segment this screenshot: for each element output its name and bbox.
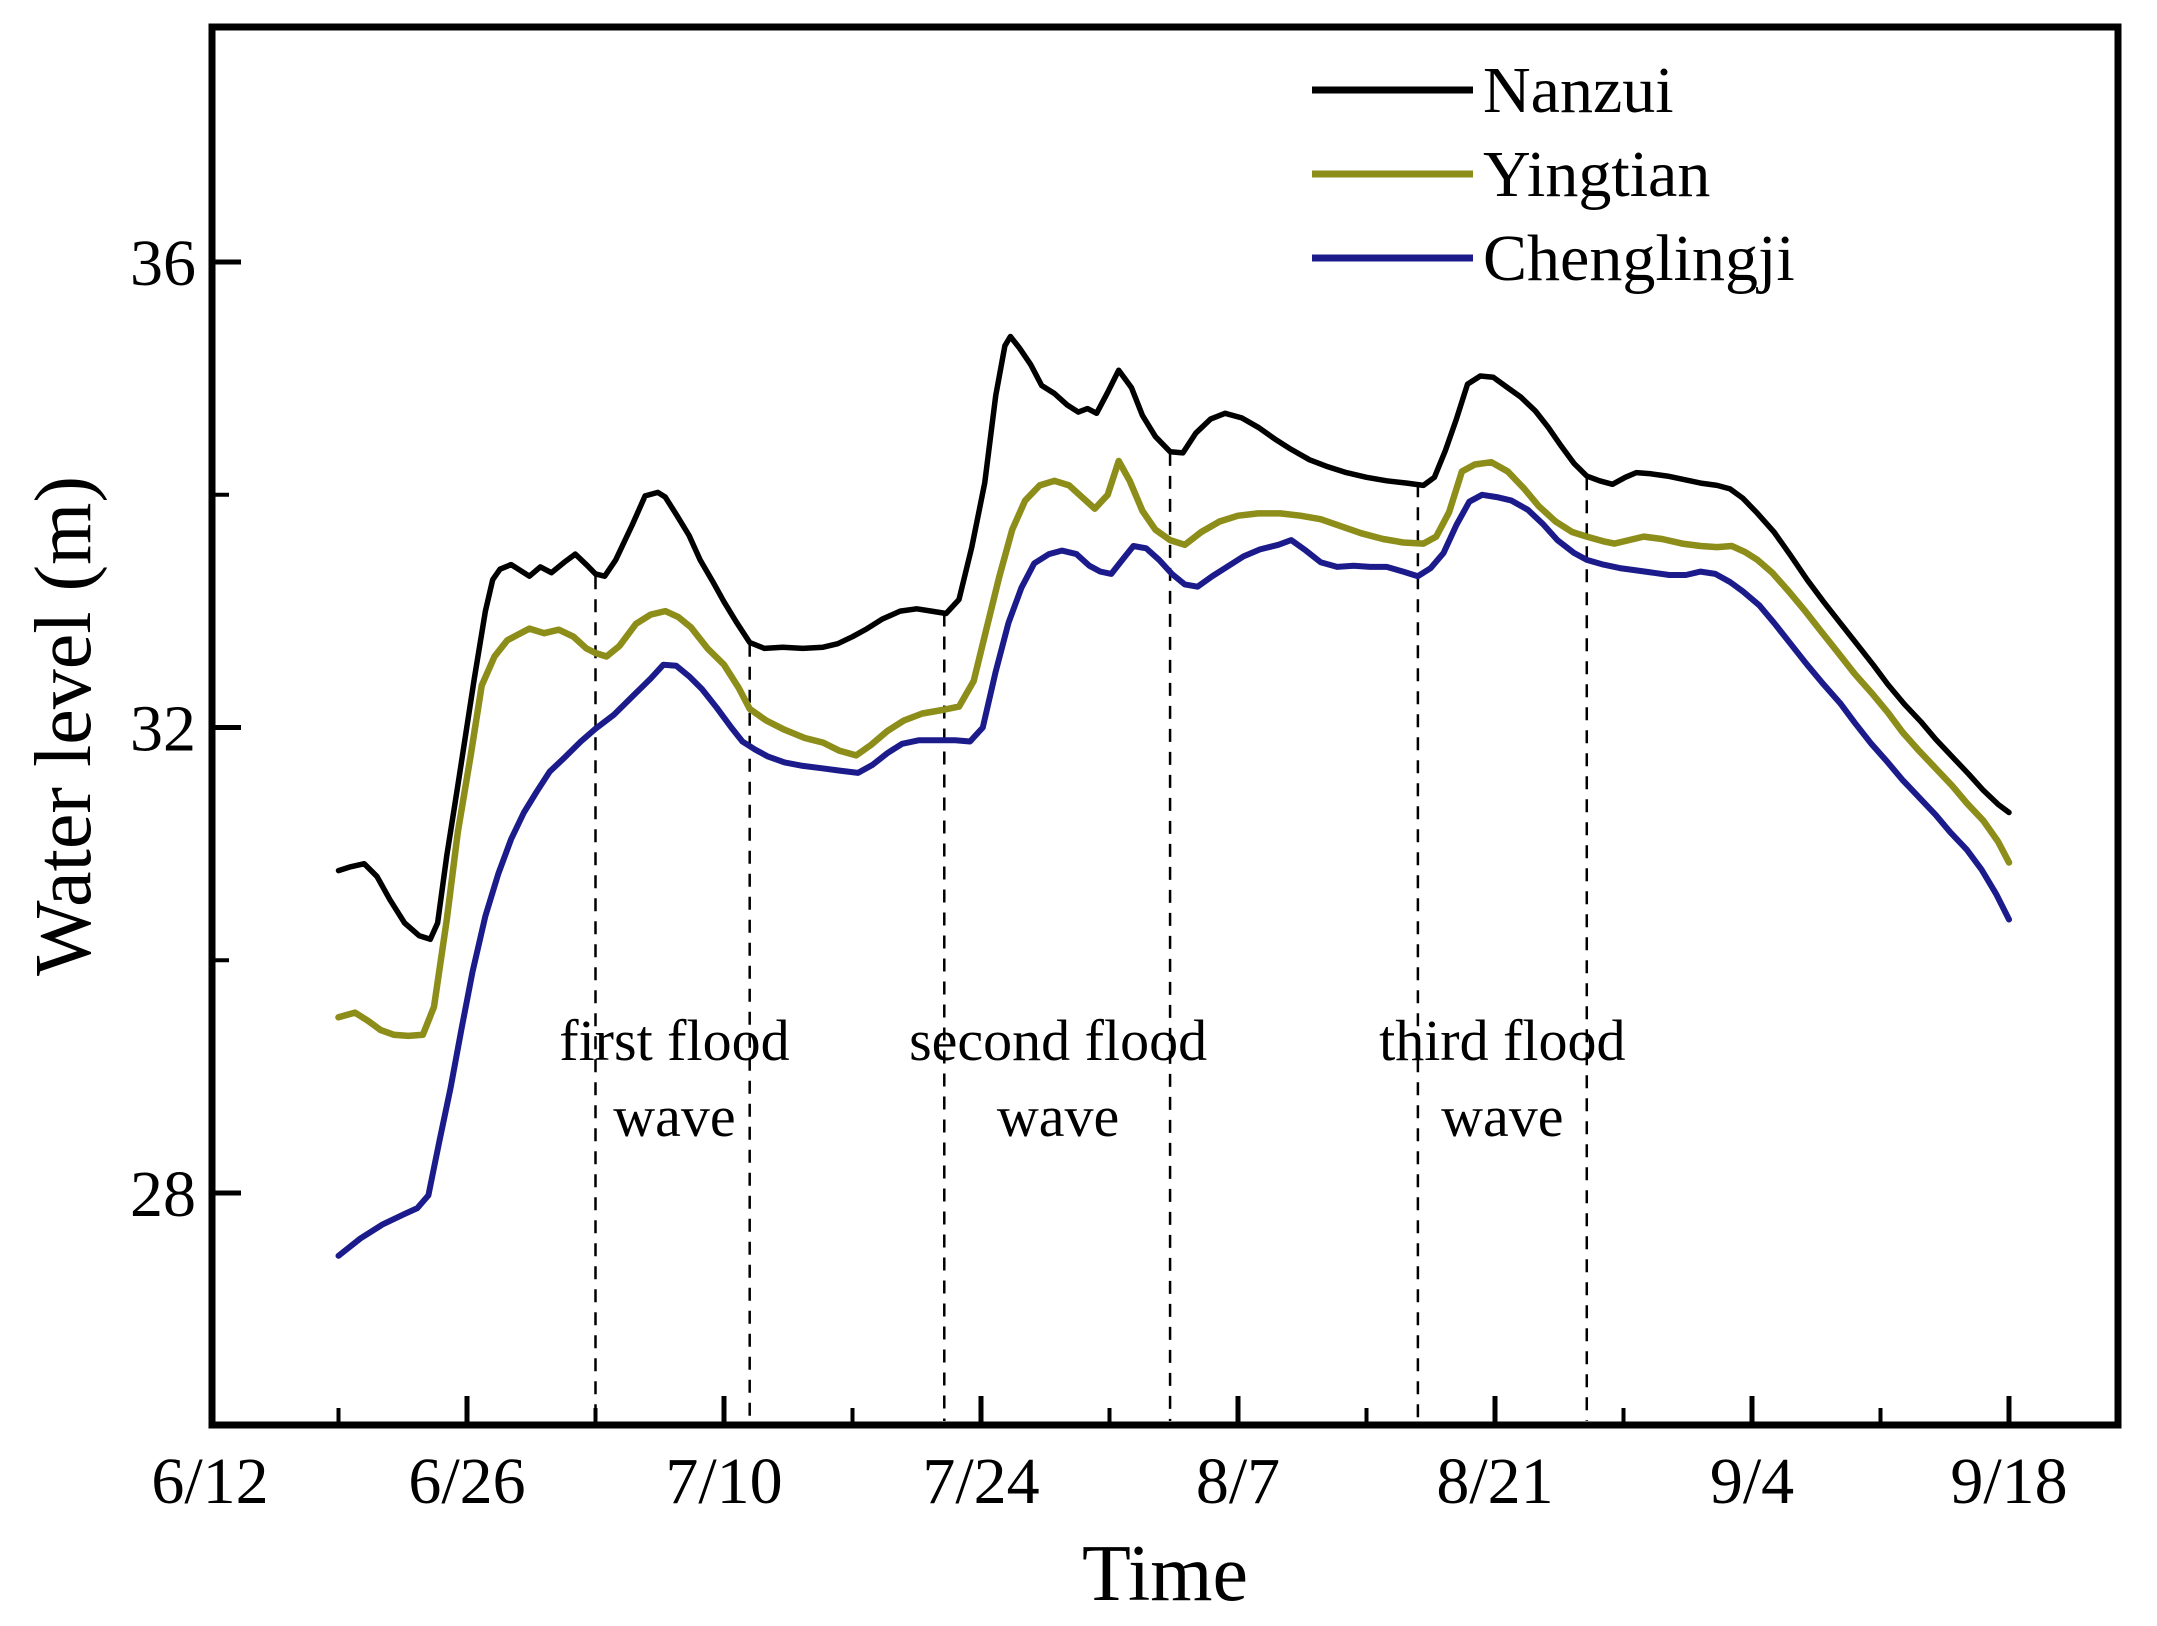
flood-wave-boundaries-layer xyxy=(594,452,1589,1421)
plot-border xyxy=(208,23,2122,1429)
x-tick-label: 6/12 xyxy=(151,1445,268,1518)
x-tick-label: 8/7 xyxy=(1196,1445,1280,1518)
x-tick-label: 6/26 xyxy=(408,1445,525,1518)
y-tick-label: 32 xyxy=(130,693,196,766)
series-line-nanzui xyxy=(335,333,2012,943)
legend: Nanzui Yingtian Chenglingji xyxy=(1312,54,1795,295)
x-tick-label: 9/18 xyxy=(1950,1445,2067,1518)
annotations-layer: first flood wave second flood wave third flo… xyxy=(559,1008,1625,1149)
legend-label-chenglingji: Chenglingji xyxy=(1483,222,1795,295)
series-layer xyxy=(335,333,2013,1259)
y-axis-title: Water level (m) xyxy=(20,476,108,976)
series-line-yingtian xyxy=(335,457,2013,1040)
x-tick-label: 7/24 xyxy=(922,1445,1039,1518)
series-line-chenglingji xyxy=(335,491,2012,1259)
legend-item-nanzui: Nanzui xyxy=(1312,54,1674,127)
y-tick-label: 28 xyxy=(130,1158,196,1231)
axis-ticks-layer xyxy=(215,259,2012,1422)
legend-label-nanzui: Nanzui xyxy=(1483,54,1674,127)
x-tick-label: 7/10 xyxy=(665,1445,782,1518)
annotation-flood-wave-3: third flood wave xyxy=(1379,1008,1625,1149)
legend-item-chenglingji: Chenglingji xyxy=(1312,222,1795,295)
annotation-flood-wave-2: second flood wave xyxy=(909,1008,1207,1149)
tick-labels-layer: 6/12 6/26 7/10 7/24 8/7 8/21 9/4 9/18 36 32 28 xyxy=(130,227,2068,1518)
x-tick-label: 8/21 xyxy=(1436,1445,1553,1518)
y-tick-label: 36 xyxy=(130,227,196,300)
x-axis-title: Time xyxy=(1082,1530,1248,1618)
legend-item-yingtian: Yingtian xyxy=(1312,138,1710,211)
x-tick-label: 9/4 xyxy=(1710,1445,1794,1518)
legend-label-yingtian: Yingtian xyxy=(1483,138,1710,211)
annotation-flood-wave-1: first flood wave xyxy=(559,1008,789,1149)
